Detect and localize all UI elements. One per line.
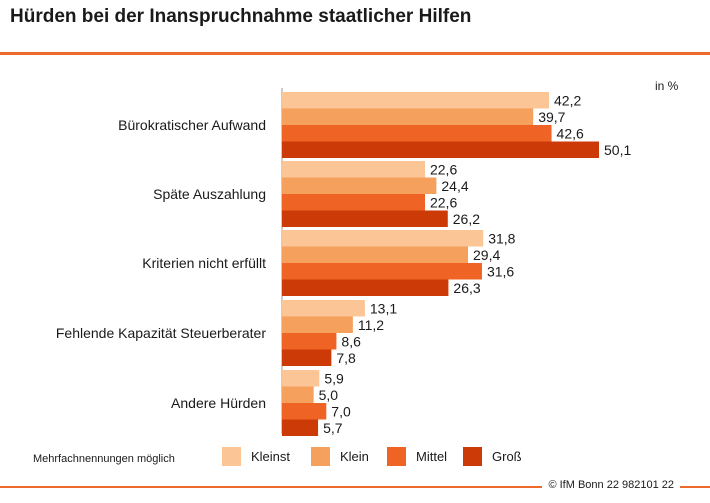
legend-label-klein: Klein bbox=[340, 449, 369, 464]
legend-swatch-mittel bbox=[387, 447, 406, 466]
category-label: Fehlende Kapazität Steuerberater bbox=[56, 325, 266, 341]
legend-swatch-klein bbox=[311, 447, 330, 466]
bar-chart: Bürokratischer Aufwand 42,239,742,6 50,1 Sp… bbox=[56, 88, 631, 436]
data-label: 22,6 bbox=[430, 161, 457, 177]
legend-swatch-kleinst bbox=[222, 447, 241, 466]
legend-swatch-gross bbox=[463, 447, 482, 466]
data-label: 22,6 bbox=[430, 194, 457, 210]
bar bbox=[282, 316, 353, 333]
bar bbox=[282, 419, 319, 436]
bar bbox=[282, 161, 425, 178]
data-label: 7,0 bbox=[331, 403, 351, 419]
legend-label-mittel: Mittel bbox=[416, 449, 448, 464]
category-label: Bürokratischer Aufwand bbox=[118, 117, 266, 133]
data-label: 11,2 bbox=[358, 317, 384, 333]
data-label: 26,2 bbox=[453, 211, 480, 227]
bar bbox=[282, 403, 327, 420]
bar bbox=[282, 349, 332, 366]
data-label: 31,6 bbox=[487, 263, 514, 279]
legend-label-gross: Groß bbox=[492, 449, 522, 464]
legend-item-gross: Groß bbox=[463, 447, 522, 466]
data-label: 29,4 bbox=[473, 247, 500, 263]
legend-item-mittel: Mittel bbox=[387, 447, 447, 466]
bar bbox=[282, 300, 365, 317]
bottom-rule bbox=[0, 486, 710, 488]
data-label: 24,4 bbox=[441, 178, 468, 194]
category-label: Andere Hürden bbox=[171, 395, 266, 411]
bar bbox=[282, 246, 469, 263]
data-label: 42,2 bbox=[554, 92, 581, 108]
bar bbox=[282, 177, 437, 194]
data-label: 5,7 bbox=[323, 420, 343, 436]
data-label: 13,1 bbox=[370, 300, 397, 316]
bar bbox=[282, 210, 448, 227]
data-label: 39,7 bbox=[538, 109, 565, 125]
bar bbox=[282, 263, 482, 280]
copyright-notice: © IfM Bonn 22 982101 22 bbox=[542, 479, 680, 491]
bar bbox=[282, 141, 599, 158]
unit-label: in % bbox=[655, 79, 679, 93]
data-label: 26,3 bbox=[453, 280, 480, 296]
data-label: 31,8 bbox=[488, 230, 515, 246]
category-label: Kriterien nicht erfüllt bbox=[142, 255, 266, 271]
top-rule bbox=[0, 52, 710, 55]
multiple-answers-note: Mehrfachnennungen möglich bbox=[33, 453, 175, 465]
bar bbox=[282, 108, 534, 125]
category-label: Späte Auszahlung bbox=[153, 186, 266, 202]
bar bbox=[282, 92, 550, 109]
data-label: 42,6 bbox=[557, 125, 584, 141]
data-label: 5,0 bbox=[319, 387, 339, 403]
data-label: 50,1 bbox=[604, 142, 631, 158]
bar bbox=[282, 230, 484, 247]
bar bbox=[282, 279, 449, 296]
bar bbox=[282, 370, 320, 387]
chart-title: Hürden bei der Inanspruchnahme staatlich… bbox=[10, 6, 472, 27]
legend-label-kleinst: Kleinst bbox=[251, 449, 291, 464]
bar bbox=[282, 194, 425, 211]
data-label: 8,6 bbox=[341, 333, 361, 349]
bar bbox=[282, 125, 552, 142]
legend-item-klein: Klein bbox=[311, 447, 369, 466]
bar bbox=[282, 386, 314, 403]
bar bbox=[282, 333, 337, 350]
data-label: 7,8 bbox=[336, 350, 356, 366]
legend-item-kleinst: Kleinst bbox=[222, 447, 290, 466]
data-label: 5,9 bbox=[324, 370, 344, 386]
